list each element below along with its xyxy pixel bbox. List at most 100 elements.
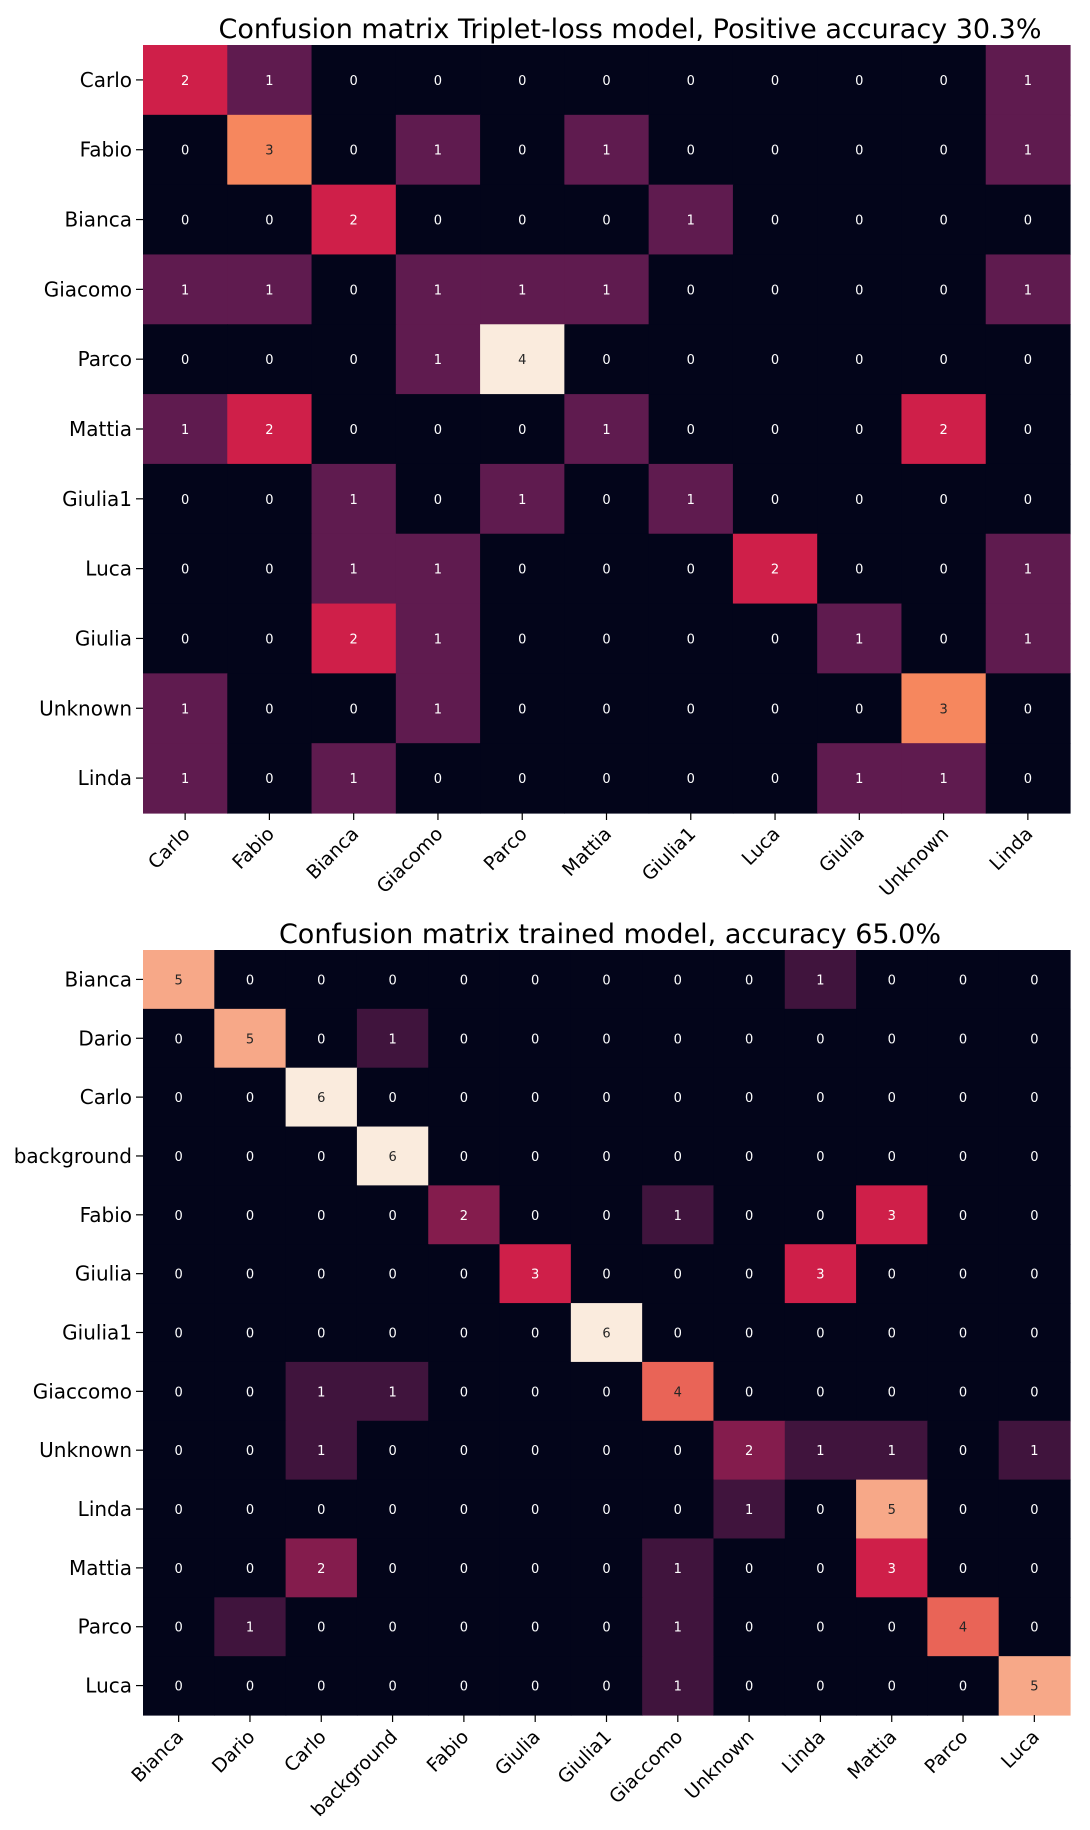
cell-value-label: 0: [265, 632, 273, 647]
cell-value-label: 0: [602, 1385, 610, 1400]
heatmap-cell: [227, 463, 313, 535]
cell-value-label: 0: [1030, 1621, 1038, 1636]
cell-value-label: 0: [317, 1680, 325, 1695]
heatmap-cell: [713, 1126, 786, 1186]
heatmap-cell: [732, 603, 818, 674]
cell-value-label: 4: [518, 353, 526, 368]
cell-value-label: 0: [687, 283, 695, 298]
cell-value-label: 0: [1030, 973, 1038, 988]
cell-value-label: 0: [1030, 1032, 1038, 1047]
heatmap-cell: [214, 1656, 287, 1716]
row-label: Unknown: [39, 1438, 132, 1462]
heatmap-cell: [817, 673, 903, 744]
heatmap-cell: [285, 1597, 358, 1657]
heatmap-cell: [499, 1361, 572, 1422]
heatmap-cell: [564, 45, 650, 116]
heatmap-cell: [227, 533, 313, 605]
cell-value-label: 0: [745, 1032, 753, 1047]
heatmap-cell: [214, 1067, 287, 1128]
cell-value-label: 1: [674, 1209, 682, 1224]
heatmap-cell: [428, 1126, 501, 1186]
heatmap-cell: [285, 1538, 358, 1598]
heatmap-cell: [927, 1479, 1000, 1540]
heatmap-cell: [642, 1303, 715, 1363]
cell-value-label: 0: [1024, 423, 1032, 438]
column-label: Carlo: [280, 1726, 331, 1777]
heatmap-cell: [143, 1538, 215, 1598]
cell-value-label: 0: [602, 1680, 610, 1695]
cell-value-label: 1: [1024, 74, 1032, 89]
cell-value-label: 0: [745, 1621, 753, 1636]
cell-value-label: 0: [350, 423, 358, 438]
cell-value-label: 0: [855, 423, 863, 438]
heatmap-cell: [817, 533, 903, 605]
cell-value-label: 0: [531, 1503, 539, 1518]
cell-value-label: 0: [388, 973, 396, 988]
cell-value-label: 2: [317, 1562, 325, 1577]
heatmap-cell: [356, 1656, 429, 1716]
cell-value-label: 0: [855, 74, 863, 89]
heatmap-cell: [499, 1067, 572, 1128]
cell-value-label: 0: [460, 1503, 468, 1518]
heatmap-cell: [564, 743, 650, 814]
heatmap-cell: [648, 114, 734, 186]
cell-value-label: 1: [317, 1444, 325, 1459]
heatmap-cell: [285, 1479, 358, 1540]
cell-value-label: 0: [674, 1503, 682, 1518]
heatmap-cell: [856, 1067, 928, 1128]
heatmap-cell: [143, 463, 228, 535]
cell-value-label: 0: [388, 1268, 396, 1283]
cell-value-label: 0: [175, 1503, 183, 1518]
cell-value-label: 0: [388, 1327, 396, 1342]
heatmap-cell: [227, 45, 313, 116]
heatmap-cell: [356, 1538, 429, 1598]
cell-value-label: 1: [674, 1621, 682, 1636]
heatmap-cell: [998, 1303, 1071, 1363]
heatmap-cell: [480, 743, 565, 814]
heatmap-cell: [285, 1361, 358, 1422]
heatmap-cell: [985, 254, 1071, 325]
heatmap-cell: [311, 324, 397, 395]
row-label: Bianca: [65, 208, 132, 232]
cell-value-label: 0: [745, 1680, 753, 1695]
cell-value-label: 0: [1030, 1091, 1038, 1106]
cell-value-label: 0: [1024, 493, 1032, 508]
heatmap-cell: [998, 1479, 1071, 1540]
heatmap-cell: [817, 324, 903, 395]
cell-value-label: 1: [816, 1444, 824, 1459]
heatmap-cell: [901, 184, 987, 256]
column-labels-triplet-loss: Carlo Fabio Bianca Giacomo Parco Mattia Giulia…: [144, 813, 1037, 901]
cell-value-label: 1: [181, 702, 189, 717]
heatmap-cell: [143, 673, 228, 744]
cell-value-label: 1: [518, 493, 526, 508]
heatmap-cell: [564, 463, 650, 535]
heatmap-cell: [927, 1538, 1000, 1598]
heatmap-cell: [499, 1479, 572, 1540]
cell-value-label: 0: [602, 1562, 610, 1577]
heatmap-cell: [480, 533, 565, 605]
cell-value-label: 0: [888, 1091, 896, 1106]
cell-value-label: 1: [350, 563, 358, 578]
heatmap-cell: [428, 950, 501, 1010]
heatmap-cell: [732, 114, 818, 186]
heatmap-cell: [817, 394, 903, 465]
cell-value-label: 0: [350, 144, 358, 159]
cell-value-label: 0: [246, 1562, 254, 1577]
cell-value-label: 0: [317, 1150, 325, 1165]
cell-value-label: 0: [939, 214, 947, 229]
cell-value-label: 0: [674, 1032, 682, 1047]
cell-value-label: 5: [175, 973, 183, 988]
heatmap-cell: [732, 394, 818, 465]
cell-value-label: 0: [959, 1032, 967, 1047]
heatmap-cell: [227, 184, 313, 256]
row-label: Mattia: [69, 417, 132, 441]
cell-value-label: 1: [434, 144, 442, 159]
cell-value-label: 0: [687, 772, 695, 787]
cell-value-label: 0: [888, 1385, 896, 1400]
cell-value-label: 1: [602, 144, 610, 159]
heatmap-cell: [570, 1538, 643, 1598]
cell-value-label: 0: [602, 702, 610, 717]
heatmap-cell: [356, 1597, 429, 1657]
heatmap-cell: [784, 1244, 857, 1304]
cell-value-label: 0: [246, 1268, 254, 1283]
